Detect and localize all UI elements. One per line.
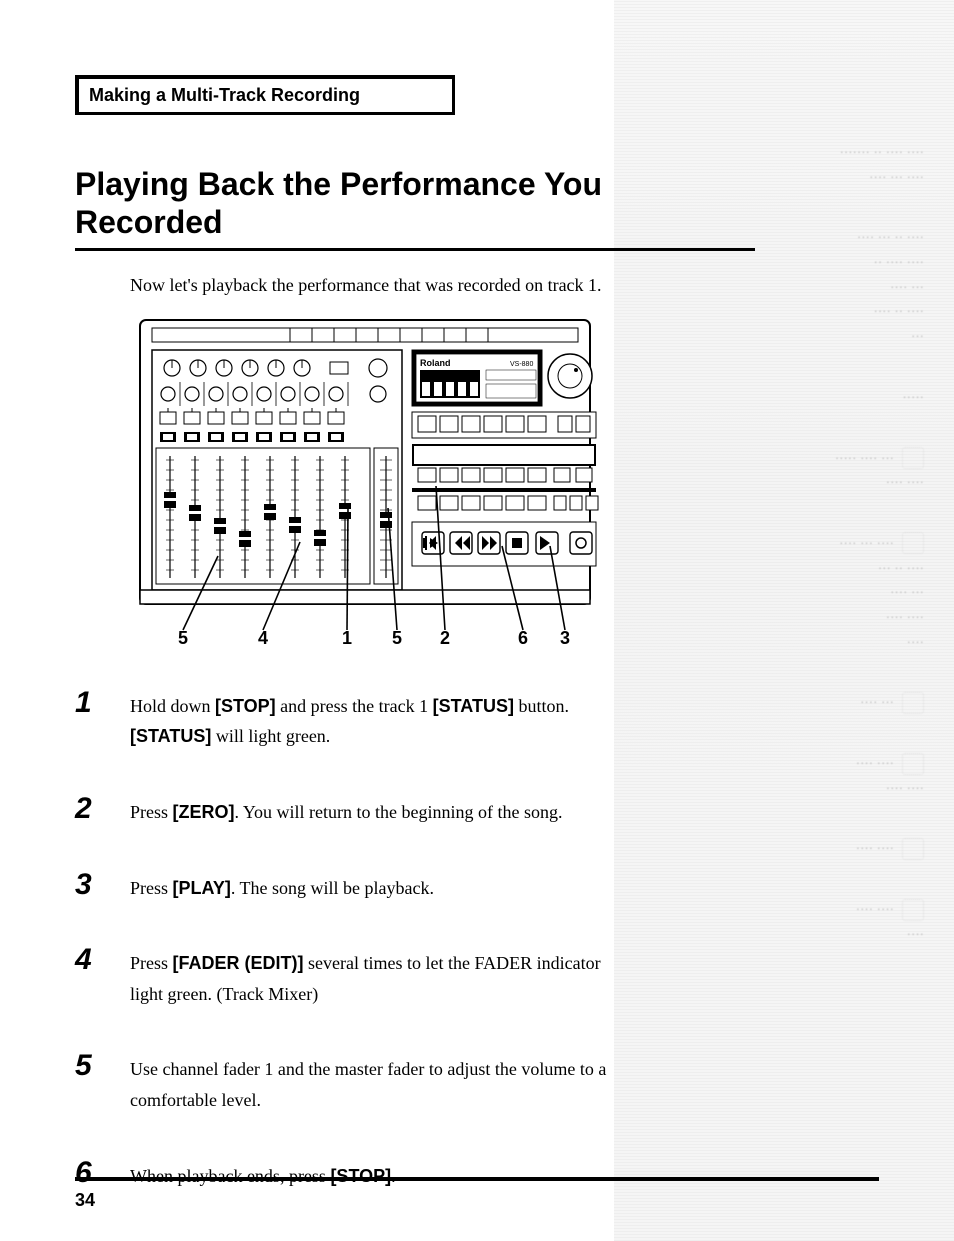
step: 2Press [ZERO]. You will return to the be… (75, 792, 879, 828)
page-content: Making a Multi-Track Recording Playing B… (75, 75, 879, 1231)
steps-list: 1Hold down [STOP] and press the track 1 … (75, 686, 879, 1191)
svg-text:3: 3 (560, 628, 570, 648)
svg-text:6: 6 (518, 628, 528, 648)
title-line-1: Playing Back the Performance You (75, 166, 602, 202)
step: 1Hold down [STOP] and press the track 1 … (75, 686, 879, 752)
svg-text:5: 5 (178, 628, 188, 648)
step: 3Press [PLAY]. The song will be playback… (75, 868, 879, 904)
intro-text: Now let's playback the performance that … (130, 275, 879, 296)
step-text: Press [FADER (EDIT)] several times to le… (130, 944, 630, 1009)
section-header: Making a Multi-Track Recording (75, 75, 455, 115)
step-number: 6 (75, 1156, 130, 1190)
step-text: Use channel fader 1 and the master fader… (130, 1050, 630, 1115)
step-number: 2 (75, 792, 130, 826)
step: 6When playback ends, press [STOP]. (75, 1156, 879, 1192)
step-text: Press [PLAY]. The song will be playback. (130, 869, 434, 904)
svg-text:1: 1 (342, 628, 352, 648)
svg-text:2: 2 (440, 628, 450, 648)
step-text: Press [ZERO]. You will return to the beg… (130, 793, 563, 828)
page-title: Playing Back the Performance You Recorde… (75, 165, 755, 251)
step-number: 1 (75, 686, 130, 720)
step-text: Hold down [STOP] and press the track 1 [… (130, 687, 630, 752)
step-number: 4 (75, 943, 130, 977)
page-number: 34 (75, 1190, 95, 1211)
svg-text:5: 5 (392, 628, 402, 648)
step: 4Press [FADER (EDIT)] several times to l… (75, 943, 879, 1009)
step-text: When playback ends, press [STOP]. (130, 1157, 396, 1192)
svg-text:4: 4 (258, 628, 268, 648)
step-number: 5 (75, 1049, 130, 1083)
svg-text:VS-880: VS-880 (510, 361, 533, 368)
footer-rule (75, 1177, 879, 1181)
title-line-2: Recorded (75, 204, 223, 240)
step-number: 3 (75, 868, 130, 902)
step: 5Use channel fader 1 and the master fade… (75, 1049, 879, 1115)
svg-text:Roland: Roland (420, 358, 451, 368)
device-diagram: Roland VS-880 5 4 1 5 2 6 3 (130, 316, 600, 656)
